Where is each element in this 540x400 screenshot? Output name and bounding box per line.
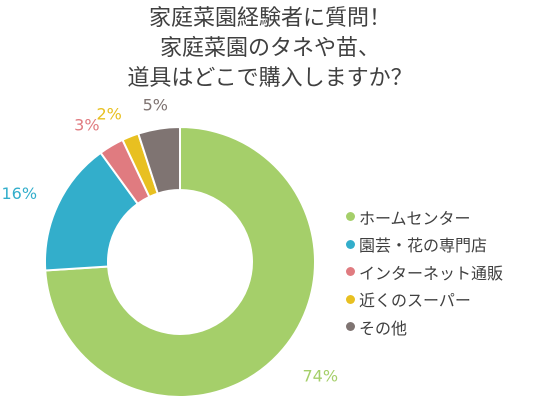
legend-label: 園芸・花の専門店 [359, 236, 488, 256]
legend-item-1: ホームセンター [346, 203, 503, 231]
legend-swatch [346, 212, 355, 222]
legend-label: ホームセンター [359, 208, 471, 228]
chart-title-line-2: 家庭菜園のタネや苗、 [159, 36, 380, 61]
chart-title-line-1: 家庭菜園経験者に質問！ [148, 6, 391, 31]
legend-label: インターネット通販 [359, 263, 504, 283]
slice-label-4: 2% [96, 105, 121, 124]
donut-slices [44, 125, 316, 398]
legend-swatch [346, 239, 355, 249]
legend-swatch [346, 322, 355, 332]
legend-item-5: その他 [346, 313, 503, 341]
slice-label-1: 74% [302, 367, 338, 386]
donut-slice-1 [44, 125, 316, 398]
slice-labels: 74% 16% 3%2% 5% [1, 95, 338, 385]
chart-title-line-3: 道具はどこで購入しますか？ [127, 66, 413, 91]
donut-slice-5 [137, 125, 181, 195]
legend-swatch [346, 267, 355, 277]
slice-label-2: 16% [1, 184, 37, 203]
slice-label-3: 3% [74, 116, 99, 135]
legend-label: その他 [359, 318, 408, 338]
legend-item-2: 園芸・花の専門店 [346, 231, 503, 259]
chart-title: 家庭菜園経験者に質問！ 家庭菜園のタネや苗、 道具はどこで購入しますか？ [0, 4, 540, 94]
legend-item-4: 近くのスーパー [346, 286, 503, 314]
legend-label: 近くのスーパー [359, 291, 471, 311]
legend-swatch [346, 294, 355, 304]
chart-legend: ホームセンター 園芸・花の専門店 インターネット通販 近くのスーパー その他 [346, 203, 503, 341]
legend-item-3: インターネット通販 [346, 258, 503, 286]
slice-label-5: 5% [143, 95, 168, 114]
